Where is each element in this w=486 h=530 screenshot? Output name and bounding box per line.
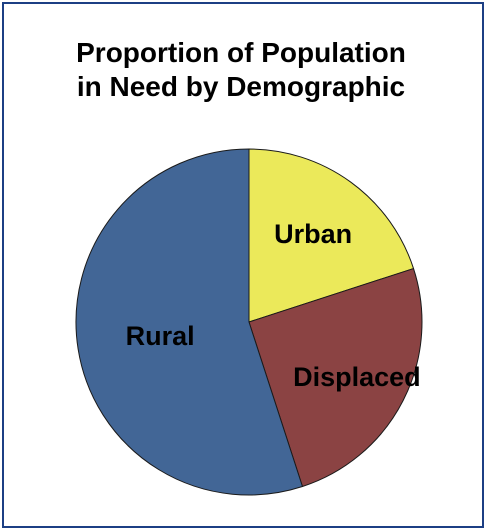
pie-slice-rural: [75, 148, 303, 496]
pie-label-displaced: Displaced: [293, 362, 421, 392]
pie-slice-urban: [248, 148, 415, 323]
chart-title-line-1: Proportion of Population: [76, 37, 406, 68]
chart-title: Proportion of Population in Need by Demo…: [0, 36, 482, 104]
chart-title-line-2: in Need by Demographic: [76, 71, 406, 102]
pie-labels: Urban Displaced Rural: [126, 219, 421, 392]
pie-label-rural: Rural: [126, 321, 195, 351]
pie-slice-displaced: [248, 268, 423, 488]
pie-label-urban: Urban: [274, 219, 352, 249]
pie-slices: [75, 148, 423, 496]
